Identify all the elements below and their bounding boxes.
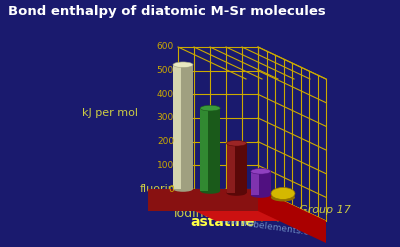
Text: astatine: astatine (190, 215, 254, 229)
Polygon shape (173, 65, 181, 189)
Text: 600: 600 (157, 42, 174, 52)
Text: 500: 500 (157, 66, 174, 75)
Text: chlorine: chlorine (150, 193, 195, 203)
Text: fluorine: fluorine (140, 184, 183, 194)
Ellipse shape (271, 187, 295, 199)
Polygon shape (148, 189, 326, 221)
Ellipse shape (251, 192, 271, 198)
Text: Bond enthalpy of diatomic M-Sr molecules: Bond enthalpy of diatomic M-Sr molecules (8, 5, 326, 18)
Text: 0: 0 (168, 185, 174, 193)
Ellipse shape (200, 105, 220, 111)
Polygon shape (258, 189, 326, 243)
Polygon shape (251, 171, 271, 195)
Ellipse shape (251, 168, 271, 174)
Ellipse shape (173, 186, 193, 192)
Ellipse shape (173, 62, 193, 67)
Polygon shape (226, 143, 234, 193)
Text: 300: 300 (157, 114, 174, 123)
Text: 100: 100 (157, 161, 174, 170)
Text: 200: 200 (157, 137, 174, 146)
Polygon shape (200, 108, 220, 191)
Ellipse shape (226, 190, 246, 196)
Text: 400: 400 (157, 90, 174, 99)
Ellipse shape (226, 141, 246, 146)
Polygon shape (148, 189, 258, 211)
Polygon shape (173, 65, 193, 189)
Text: iodine: iodine (174, 207, 212, 220)
Text: www.webelements.com: www.webelements.com (216, 215, 324, 239)
Text: kJ per mol: kJ per mol (82, 108, 138, 118)
Polygon shape (200, 108, 208, 191)
Ellipse shape (271, 193, 295, 202)
Polygon shape (251, 171, 259, 195)
Ellipse shape (200, 188, 220, 194)
Text: bromine: bromine (162, 202, 208, 212)
Polygon shape (226, 143, 246, 193)
Text: Group 17: Group 17 (299, 205, 351, 215)
